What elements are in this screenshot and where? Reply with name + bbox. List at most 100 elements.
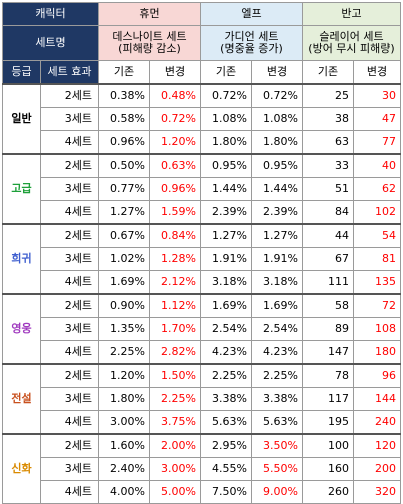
set-count-cell: 4세트 <box>40 270 99 295</box>
table-row: 전설 2세트 1.20% 1.50% 2.25% 2.25% 78 96 <box>2 363 401 435</box>
base-value-cell: 0.77% <box>98 177 150 201</box>
changed-value-cell: 5.63% <box>251 410 303 435</box>
set-count-cell: 3세트 <box>40 317 99 341</box>
base-value-cell: 1.91% <box>200 247 252 271</box>
base-value-cell: 5.63% <box>200 410 252 435</box>
base-value-cell: 0.58% <box>98 107 150 131</box>
base-value-cell: 2.39% <box>200 200 252 225</box>
bango-changed-header: 변경 <box>353 60 401 85</box>
base-value-cell: 4.00% <box>98 480 150 504</box>
character-bango: 반고 <box>302 2 401 26</box>
base-value-cell: 260 <box>302 480 354 504</box>
changed-value-cell: 1.28% <box>149 247 201 271</box>
character-elf: 엘프 <box>200 2 303 26</box>
changed-value-cell: 5.50% <box>251 457 303 481</box>
set-name-elf-line1: 가디언 세트 <box>224 30 279 43</box>
table-row: 3세트 1.80% 2.25% 3.38% 3.38% 117 144 <box>3 387 401 411</box>
base-value-cell: 0.95% <box>200 153 252 178</box>
base-value-cell: 38 <box>302 107 354 131</box>
changed-value-cell: 1.70% <box>149 317 201 341</box>
base-value-cell: 2.40% <box>98 457 150 481</box>
set-name-bango-line1: 슬레이어 세트 <box>319 30 384 43</box>
base-value-cell: 89 <box>302 317 354 341</box>
base-value-cell: 1.02% <box>98 247 150 271</box>
character-human: 휴먼 <box>98 2 201 26</box>
changed-value-cell: 1.80% <box>251 130 303 155</box>
changed-value-cell: 0.96% <box>149 177 201 201</box>
changed-value-cell: 0.72% <box>149 107 201 131</box>
changed-value-cell: 62 <box>353 177 401 201</box>
changed-value-cell: 1.69% <box>251 293 303 318</box>
changed-value-cell: 77 <box>353 130 401 155</box>
set-name-label: 세트명 <box>2 25 99 61</box>
base-value-cell: 1.60% <box>98 433 150 458</box>
set-count-cell: 3세트 <box>40 457 99 481</box>
character-label: 캐릭터 <box>2 2 99 26</box>
set-name-bango-line2: (방어 무시 피해량) <box>308 42 395 55</box>
changed-value-cell: 200 <box>353 457 401 481</box>
changed-value-cell: 3.00% <box>149 457 201 481</box>
table-row: 3세트 1.02% 1.28% 1.91% 1.91% 67 81 <box>3 247 401 271</box>
base-value-cell: 2.25% <box>200 363 252 388</box>
changed-value-cell: 9.00% <box>251 480 303 504</box>
table-row: 영웅 2세트 0.90% 1.12% 1.69% 1.69% 58 72 <box>2 293 401 365</box>
base-value-cell: 1.44% <box>200 177 252 201</box>
changed-value-cell: 1.44% <box>251 177 303 201</box>
changed-value-cell: 5.00% <box>149 480 201 504</box>
changed-value-cell: 320 <box>353 480 401 504</box>
changed-value-cell: 2.00% <box>149 433 201 458</box>
header-row-columns: 등급 세트 효과 기존 변경 기존 변경 기존 변경 <box>2 60 401 85</box>
changed-value-cell: 3.18% <box>251 270 303 295</box>
set-name-human: 데스나이트 세트 (피해량 감소) <box>98 25 201 61</box>
base-value-cell: 51 <box>302 177 354 201</box>
base-value-cell: 3.18% <box>200 270 252 295</box>
set-count-cell: 4세트 <box>40 340 99 365</box>
set-name-elf: 가디언 세트 (명중율 증가) <box>200 25 303 61</box>
set-count-cell: 2세트 <box>40 83 99 108</box>
table-row: 4세트 1.69% 2.12% 3.18% 3.18% 111 135 <box>3 270 401 295</box>
changed-value-cell: 2.12% <box>149 270 201 295</box>
set-name-bango: 슬레이어 세트 (방어 무시 피해량) <box>302 25 401 61</box>
changed-value-cell: 72 <box>353 293 401 318</box>
base-value-cell: 2.54% <box>200 317 252 341</box>
base-value-cell: 1.80% <box>98 387 150 411</box>
table-row: 4세트 4.00% 5.00% 7.50% 9.00% 260 320 <box>3 480 401 504</box>
changed-value-cell: 96 <box>353 363 401 388</box>
base-value-cell: 44 <box>302 223 354 248</box>
human-base-header: 기존 <box>98 60 150 85</box>
changed-value-cell: 1.50% <box>149 363 201 388</box>
changed-value-cell: 2.82% <box>149 340 201 365</box>
changed-value-cell: 81 <box>353 247 401 271</box>
set-count-cell: 2세트 <box>40 153 99 178</box>
header-row-set-names: 세트명 데스나이트 세트 (피해량 감소) 가디언 세트 (명중율 증가) 슬레… <box>2 25 401 61</box>
base-value-cell: 3.00% <box>98 410 150 435</box>
changed-value-cell: 2.25% <box>251 363 303 388</box>
base-value-cell: 100 <box>302 433 354 458</box>
grade-cell: 일반 <box>2 83 41 155</box>
table-row: 희귀 2세트 0.67% 0.84% 1.27% 1.27% 44 54 <box>2 223 401 295</box>
changed-value-cell: 1.12% <box>149 293 201 318</box>
changed-value-cell: 54 <box>353 223 401 248</box>
base-value-cell: 33 <box>302 153 354 178</box>
base-value-cell: 0.90% <box>98 293 150 318</box>
changed-value-cell: 40 <box>353 153 401 178</box>
changed-value-cell: 135 <box>353 270 401 295</box>
changed-value-cell: 2.39% <box>251 200 303 225</box>
changed-value-cell: 120 <box>353 433 401 458</box>
changed-value-cell: 240 <box>353 410 401 435</box>
set-count-cell: 3세트 <box>40 247 99 271</box>
table-row: 4세트 3.00% 3.75% 5.63% 5.63% 195 240 <box>3 410 401 435</box>
set-count-cell: 3세트 <box>40 107 99 131</box>
changed-value-cell: 0.72% <box>251 83 303 108</box>
base-value-cell: 160 <box>302 457 354 481</box>
set-count-cell: 4세트 <box>40 200 99 225</box>
base-value-cell: 1.27% <box>98 200 150 225</box>
set-effect-label: 세트 효과 <box>40 60 99 85</box>
set-name-human-line2: (피해량 감소) <box>118 42 181 55</box>
table-row: 고급 2세트 0.50% 0.63% 0.95% 0.95% 33 40 <box>2 153 401 225</box>
table-row: 4세트 1.27% 1.59% 2.39% 2.39% 84 102 <box>3 200 401 225</box>
base-value-cell: 1.20% <box>98 363 150 388</box>
base-value-cell: 67 <box>302 247 354 271</box>
grade-cell: 고급 <box>2 153 41 225</box>
